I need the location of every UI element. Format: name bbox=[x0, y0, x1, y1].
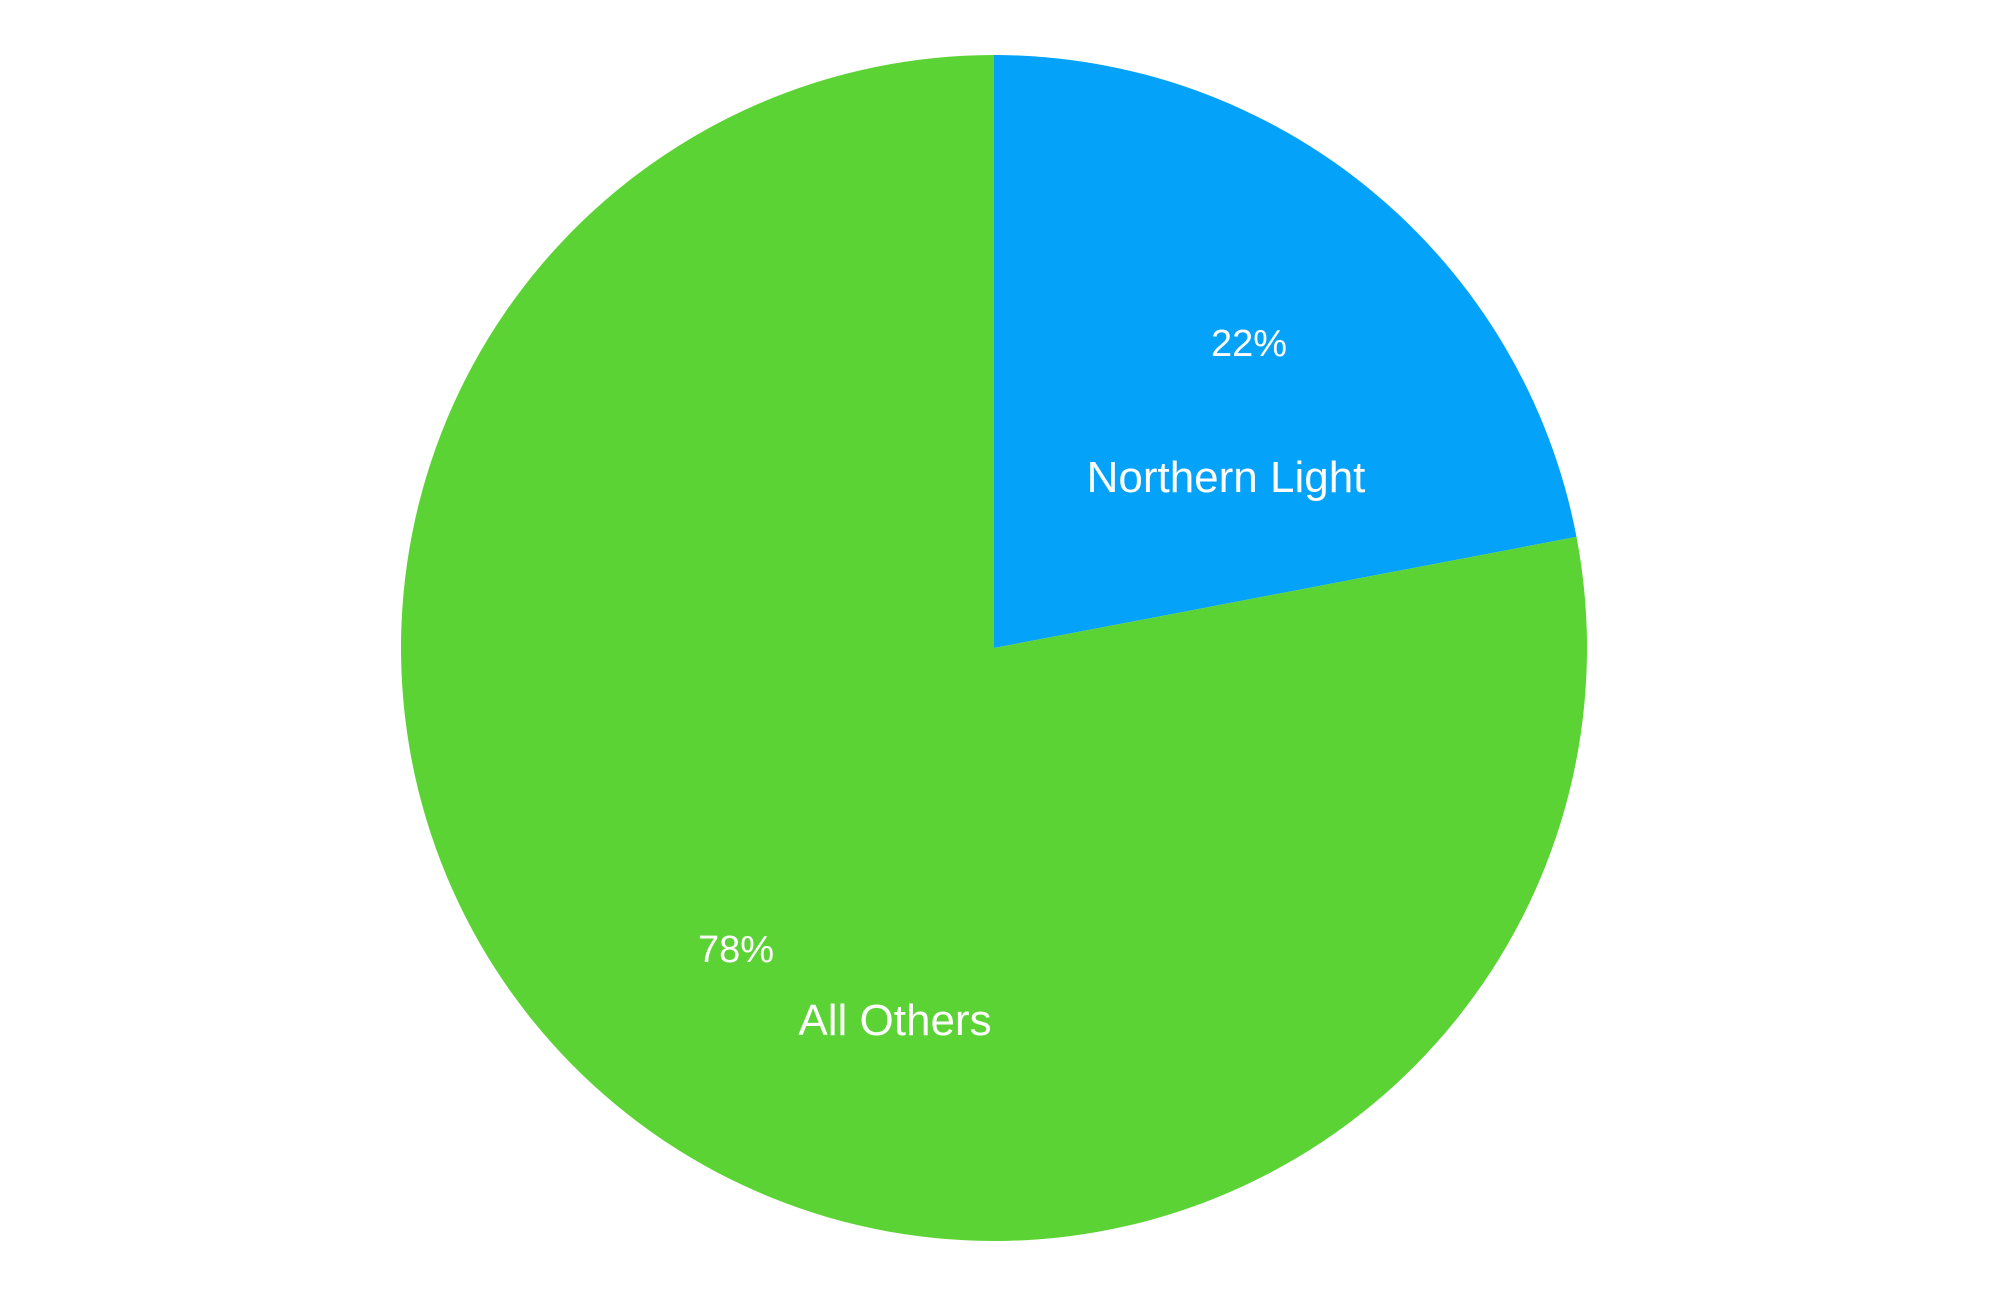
pie-slice-all-others bbox=[401, 55, 1588, 1241]
slice-pct-label-all-others: 78% bbox=[697, 929, 775, 971]
slice-name-label-northern-light: Northern Light bbox=[1086, 453, 1366, 502]
slice-name-label-all-others: All Others bbox=[798, 996, 992, 1045]
slice-pct-label-northern-light: 22% bbox=[1210, 323, 1288, 365]
pie-slice-northern-light bbox=[994, 55, 1577, 648]
